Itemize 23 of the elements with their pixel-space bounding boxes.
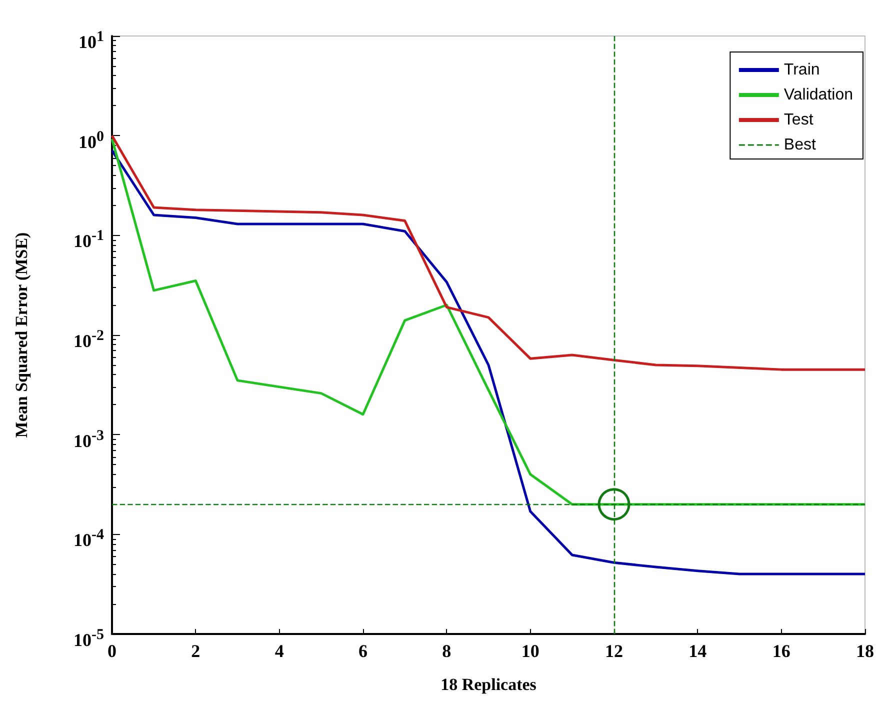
x-tick-label: 12	[605, 641, 623, 661]
x-tick-label: 2	[191, 641, 200, 661]
y-tick-label: 10$^{-5}$	[74, 626, 104, 650]
x-tick-label: 16	[772, 641, 790, 661]
y-tick-label: 10$^{-1}$	[74, 227, 104, 252]
legend-label: Best	[784, 136, 816, 154]
x-axis-title: 18 Replicates	[440, 675, 537, 694]
y-axis-title: Mean Squared Error (MSE)	[12, 232, 31, 438]
legend-label: Validation	[784, 86, 854, 104]
legend-label: Test	[784, 112, 814, 128]
x-tick-label: 6	[358, 641, 368, 661]
x-tick-label: 18	[856, 641, 874, 661]
x-tick-label: 14	[688, 641, 707, 661]
y-tick-label: 10$^{-3}$	[74, 426, 104, 451]
y-tick-label: 10$^{-4}$	[74, 526, 104, 550]
y-tick-label: 10$^{0}$	[78, 128, 104, 152]
x-tick-label: 4	[274, 641, 284, 661]
legend-label: Train	[784, 62, 820, 78]
x-tick-label: 8	[442, 641, 452, 661]
y-tick-label: 10$^{-2}$	[74, 327, 104, 351]
x-tick-label: 0	[108, 641, 116, 661]
y-tick-label: 10$^{1}$	[78, 28, 104, 52]
x-tick-label: 10	[521, 641, 540, 661]
